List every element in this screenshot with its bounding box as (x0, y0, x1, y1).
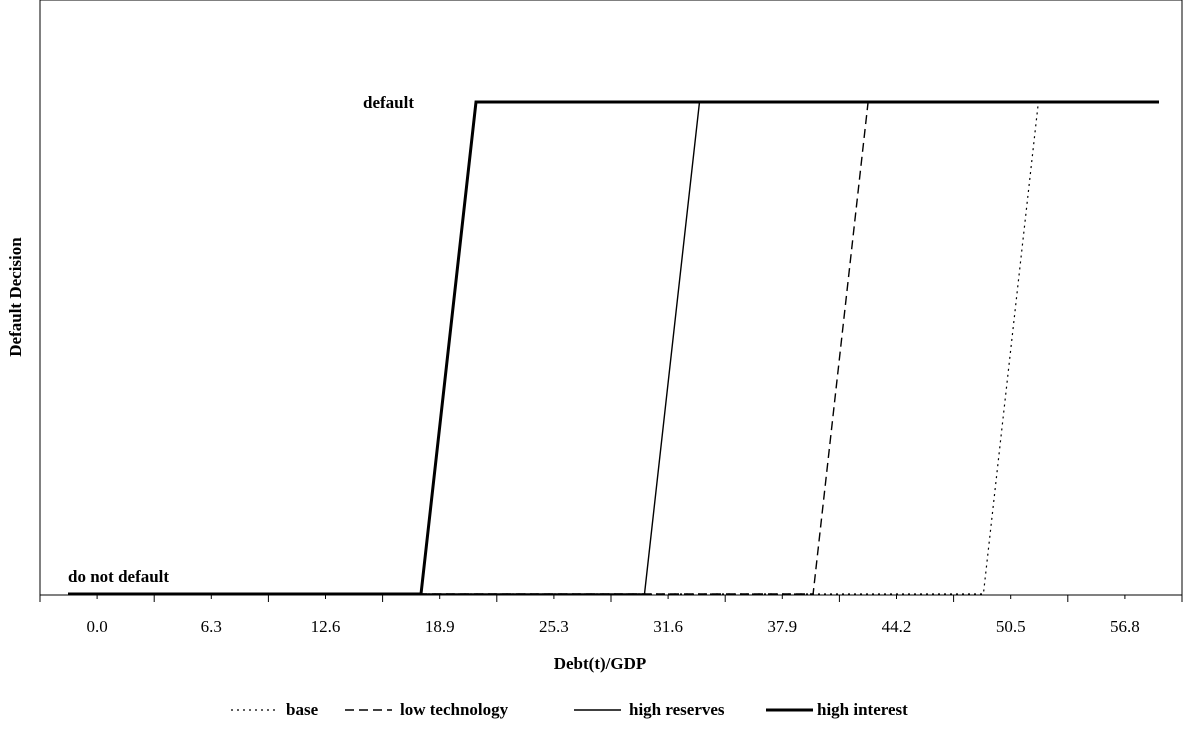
x-tick-label: 37.9 (767, 617, 797, 636)
plot-area (39, 0, 1183, 596)
series-lines (68, 100, 1159, 596)
series-line (68, 101, 1159, 595)
legend-label: high interest (817, 700, 908, 719)
x-tick-label: 50.5 (996, 617, 1026, 636)
series-line (68, 101, 1159, 595)
x-tick-label: 25.3 (539, 617, 569, 636)
series-line (68, 100, 1159, 596)
annotation-do-not-default: do not default (68, 567, 169, 586)
x-tick-label: 56.8 (1110, 617, 1140, 636)
x-axis-title: Debt(t)/GDP (554, 654, 647, 673)
legend: base low technology high reserves high inte… (231, 700, 908, 719)
x-axis: 0.0 6.3 12.6 18.9 25.3 31.6 37.9 44.2 50.5 56.8 (39, 595, 1183, 636)
legend-label: base (286, 700, 319, 719)
x-tick-label: 6.3 (201, 617, 222, 636)
x-tick-label: 18.9 (425, 617, 455, 636)
plot-border (39, 0, 1183, 596)
x-tick-label: 44.2 (882, 617, 912, 636)
annotation-default: default (363, 93, 414, 112)
x-tick-label: 12.6 (311, 617, 341, 636)
series-line (68, 101, 1159, 595)
y-axis-title: Default Decision (6, 237, 25, 357)
x-tick-label: 0.0 (86, 617, 107, 636)
legend-label: low technology (400, 700, 509, 719)
legend-label: high reserves (629, 700, 725, 719)
x-tick-label: 31.6 (653, 617, 683, 636)
